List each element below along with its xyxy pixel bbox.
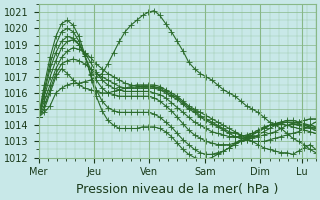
X-axis label: Pression niveau de la mer( hPa ): Pression niveau de la mer( hPa ) xyxy=(76,183,278,196)
